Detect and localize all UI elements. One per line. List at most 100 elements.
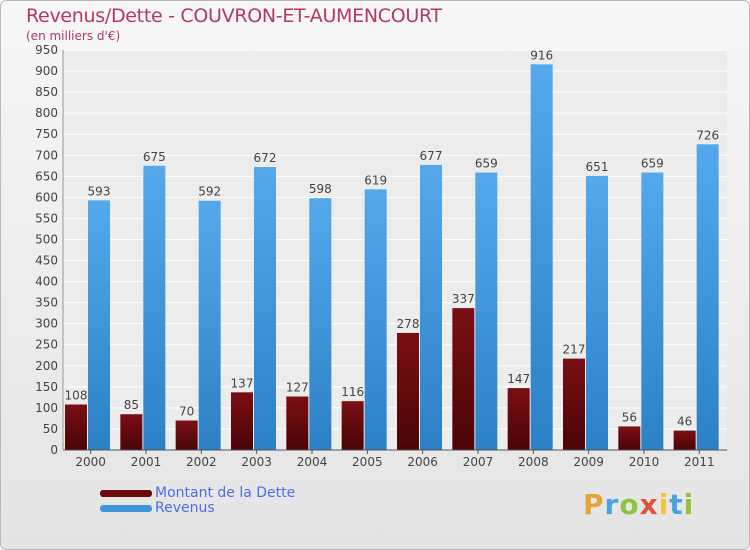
y-tick-label: 750 <box>35 127 58 141</box>
data-label-revenus: 598 <box>309 182 332 196</box>
x-tick-label: 2005 <box>352 455 383 469</box>
data-label-revenus: 593 <box>88 184 111 198</box>
y-tick-label: 0 <box>50 443 58 457</box>
data-label-revenus: 916 <box>530 48 553 62</box>
y-tick-label: 500 <box>35 232 58 246</box>
bar-dette <box>452 308 475 450</box>
data-label-dette: 137 <box>231 376 254 390</box>
bar-revenus <box>198 200 221 450</box>
plot-area <box>63 50 727 450</box>
x-tick-label: 2000 <box>75 455 106 469</box>
y-tick-label: 350 <box>35 296 58 310</box>
data-label-revenus: 675 <box>143 150 166 164</box>
y-tick-label: 150 <box>35 380 58 394</box>
y-tick-label: 250 <box>35 338 58 352</box>
y-tick-label: 550 <box>35 211 58 225</box>
bar-revenus <box>530 64 553 450</box>
data-label-dette: 278 <box>397 317 420 331</box>
data-label-revenus: 672 <box>254 151 277 165</box>
bars <box>65 64 719 451</box>
bar-dette <box>175 420 198 450</box>
bar-dette <box>341 401 364 450</box>
bar-revenus <box>641 172 664 451</box>
data-label-revenus: 677 <box>420 149 443 163</box>
x-tick-label: 2007 <box>463 455 494 469</box>
y-tick-label: 300 <box>35 317 58 331</box>
data-label-revenus: 659 <box>475 157 498 171</box>
bar-revenus <box>143 165 166 450</box>
bar-dette <box>231 392 253 450</box>
bar-revenus <box>586 175 608 451</box>
legend-swatch-dette <box>100 490 152 497</box>
y-tick-label: 800 <box>35 106 58 120</box>
bar-revenus <box>475 172 498 451</box>
x-tick-label: 2006 <box>407 455 438 469</box>
x-tick-label: 2002 <box>186 455 217 469</box>
data-label-dette: 70 <box>179 405 194 419</box>
data-label-dette: 337 <box>452 292 475 306</box>
x-tick-label: 2001 <box>131 455 162 469</box>
legend-label-dette: Montant de la Dette <box>155 485 296 501</box>
logo-letter: t <box>669 488 684 521</box>
logo-letter: o <box>619 488 640 521</box>
data-label-dette: 147 <box>507 372 530 386</box>
bar-revenus <box>364 189 387 451</box>
bar-revenus <box>88 200 110 450</box>
grid-lines <box>63 49 727 430</box>
x-axis-ticks: 2000 2001 2002 2003 2004 2005 2006 2007 2008 2009… <box>75 450 715 469</box>
data-label-revenus: 619 <box>364 173 387 187</box>
y-tick-label: 50 <box>43 422 58 436</box>
data-label-revenus: 651 <box>586 160 609 174</box>
data-labels: 108 593 85 675 70 592 137 672 127 598 116 619 278 677… <box>65 48 720 428</box>
y-tick-label: 200 <box>35 359 58 373</box>
bar-revenus <box>309 198 332 450</box>
logo-letter: r <box>604 488 620 521</box>
x-tick-label: 2008 <box>518 455 549 469</box>
bar-dette <box>507 388 530 450</box>
y-tick-label: 100 <box>35 401 58 415</box>
bar-dette <box>673 430 696 450</box>
bar-revenus <box>696 144 719 450</box>
chart-subtitle: (en milliers d'€) <box>26 29 121 43</box>
y-tick-label: 850 <box>35 85 58 99</box>
data-label-dette: 217 <box>563 343 586 357</box>
x-tick-label: 2003 <box>241 455 272 469</box>
data-label-dette: 108 <box>65 389 88 403</box>
data-label-revenus: 659 <box>641 157 664 171</box>
data-label-revenus: 592 <box>198 185 221 199</box>
legend-label-revenus: Revenus <box>155 500 215 516</box>
y-axis-ticks: 0 50 100 150 200 250 300 350 400 450 500 550 600 650 7… <box>35 43 58 457</box>
logo-letter: x <box>639 488 659 521</box>
bar-dette <box>120 414 143 450</box>
bar-dette <box>65 404 87 450</box>
data-label-dette: 46 <box>677 415 692 429</box>
y-tick-label: 950 <box>35 43 58 57</box>
y-tick-label: 450 <box>35 254 58 268</box>
data-label-revenus: 726 <box>696 128 719 142</box>
bar-revenus <box>420 164 442 450</box>
proxiti-logo: Proxiti <box>583 488 694 521</box>
bar-dette <box>563 358 585 450</box>
data-label-dette: 116 <box>341 385 364 399</box>
y-tick-label: 400 <box>35 275 58 289</box>
bar-revenus <box>254 167 276 451</box>
y-tick-label: 700 <box>35 148 58 162</box>
bar-dette <box>397 332 419 450</box>
data-label-dette: 85 <box>124 398 139 412</box>
bar-dette <box>286 396 309 450</box>
legend-swatch-revenus <box>100 505 152 512</box>
data-label-dette: 127 <box>286 381 309 395</box>
chart-title: Revenus/Dette - COUVRON-ET-AUMENCOURT <box>26 5 442 27</box>
x-tick-label: 2009 <box>573 455 604 469</box>
x-tick-label: 2011 <box>684 455 715 469</box>
x-tick-label: 2004 <box>297 455 328 469</box>
logo-letter: P <box>583 488 605 521</box>
y-tick-label: 600 <box>35 190 58 204</box>
x-tick-label: 2010 <box>629 455 660 469</box>
bar-dette <box>618 426 641 450</box>
y-tick-label: 650 <box>35 169 58 183</box>
logo-letter: i <box>658 488 670 521</box>
data-label-dette: 56 <box>622 410 637 424</box>
y-tick-label: 900 <box>35 64 58 78</box>
